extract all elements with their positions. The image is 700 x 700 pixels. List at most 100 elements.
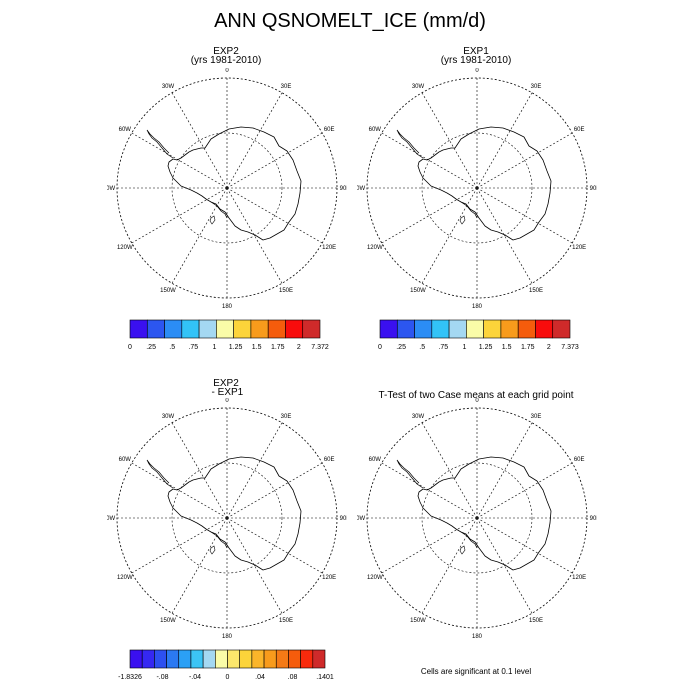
colorbar-box (198, 319, 217, 339)
colorbar-label: 0 (378, 344, 382, 351)
longitude-label: 120W (367, 575, 383, 581)
colorbar-label: 1.25 (479, 344, 493, 351)
longitude-label: 60W (119, 127, 132, 133)
colorbar-box (379, 319, 398, 339)
antarctica-coastline (167, 456, 302, 571)
panel-2-title-line1: EXP1 (463, 46, 489, 57)
colorbar-label: 1.75 (521, 344, 535, 351)
colorbar-box (396, 319, 415, 339)
significance-note: Cells are significant at 0.1 level (420, 667, 532, 676)
colorbar-box (129, 319, 148, 339)
colorbar-box (431, 319, 450, 339)
colorbar-box (166, 649, 180, 669)
longitude-label: 90E (590, 186, 597, 192)
longitude-label: 120W (117, 245, 133, 251)
longitude-label: 60W (369, 457, 382, 463)
longitude-label: 60E (574, 127, 585, 133)
panel-2-title-line2: (yrs 1981-2010) (440, 55, 512, 66)
longitude-label: 30W (412, 84, 425, 90)
colorbar-box (552, 319, 571, 339)
colorbar-box (146, 319, 165, 339)
ross-ice-shelf-edge (460, 201, 478, 219)
colorbar-box (154, 649, 167, 669)
longitude-label: 90E (340, 516, 347, 522)
colorbar-label: .75 (188, 344, 198, 351)
colorbar-box (500, 319, 519, 339)
longitude-label: 180 (222, 634, 233, 638)
meridian-line (226, 92, 283, 189)
colorbar-label: .25 (396, 344, 406, 351)
longitude-label: 90E (340, 186, 347, 192)
antarctic-peninsula-coast (396, 459, 424, 489)
longitude-label: 0 (225, 398, 229, 404)
longitude-label: 30W (412, 414, 425, 420)
colorbar-box (239, 649, 253, 669)
meridian-line (381, 187, 478, 244)
antarctica-coastline (167, 126, 302, 241)
longitude-label: 150E (529, 288, 543, 294)
colorbar-box (466, 319, 484, 339)
longitude-label: 90E (590, 516, 597, 522)
island-outline (209, 545, 216, 555)
meridian-line (226, 422, 283, 519)
meridian-line (131, 187, 228, 244)
colorbar-box (202, 649, 216, 669)
meridian-line (421, 517, 478, 614)
colorbar-box (302, 319, 321, 339)
colorbar-box (233, 319, 252, 339)
colorbar-difference: -1.8326 -.08 -.04 0 .04 .08 .1401 (118, 649, 334, 681)
longitude-label: 30E (531, 414, 542, 420)
longitude-label: 150E (279, 288, 293, 294)
polar-map-exp1: 0 30E 60E 90E 120E 150E 180 150W 120W 90W 60W 30W (357, 68, 597, 308)
colorbar-label: 1.5 (252, 344, 262, 351)
colorbar-label: -1.8326 (118, 674, 142, 681)
colorbar-label: .5 (169, 344, 175, 351)
colorbar-box (517, 319, 536, 339)
colorbar-label: 2 (297, 344, 301, 351)
longitude-label: 120E (572, 245, 586, 251)
colorbar-exp2: 0 .25 .5 .75 1 1.25 1.5 1.75 2 7.372 (128, 319, 329, 351)
longitude-label: 30E (281, 84, 292, 90)
panel-4-title-line1: T-Test of two Case means at each grid po… (378, 390, 574, 401)
longitude-label: 30W (162, 84, 175, 90)
figure-title: ANN QSNOMELT_ICE (mm/d) (214, 10, 486, 32)
ross-ice-shelf-edge (210, 531, 228, 549)
longitude-label: 180 (222, 304, 233, 308)
meridian-line (171, 517, 228, 614)
longitude-label: 60W (369, 127, 382, 133)
longitude-label: 150W (410, 618, 426, 624)
map-boundary (116, 77, 338, 299)
colorbar-box (216, 319, 234, 339)
longitude-label: 150W (410, 288, 426, 294)
meridian-line (131, 517, 228, 574)
longitude-label: 60E (324, 457, 335, 463)
colorbar-box (267, 319, 286, 339)
longitude-label: 120E (322, 245, 336, 251)
panel-3-title-line2: - EXP1 (208, 387, 244, 398)
colorbar-box (251, 649, 265, 669)
longitude-label: 150E (529, 618, 543, 624)
colorbar-box (215, 649, 228, 669)
colorbar-label: .1401 (316, 674, 334, 681)
colorbar-box (483, 319, 502, 339)
meridian-line (476, 422, 533, 519)
meridian-line (381, 517, 478, 574)
colorbar-box (288, 649, 301, 669)
colorbar-box (250, 319, 269, 339)
colorbar-box (285, 319, 304, 339)
colorbar-label: 1 (462, 344, 466, 351)
colorbar-label: 7.372 (311, 344, 329, 351)
map-boundary (366, 407, 588, 629)
panel-1-title-line2: (yrs 1981-2010) (190, 55, 262, 66)
antarctic-peninsula-coast (396, 129, 424, 159)
longitude-label: 60E (574, 457, 585, 463)
polar-map-difference: 0 30E 60E 90E 120E 150E 180 150W 120W 90W 60W 30W (107, 398, 347, 638)
colorbar-box (535, 319, 554, 339)
colorbar-label: 1.75 (271, 344, 285, 351)
longitude-label: 90W (107, 516, 116, 522)
ross-ice-shelf-edge (210, 201, 228, 219)
colorbar-label: 0 (226, 674, 230, 681)
longitude-label: 180 (472, 634, 483, 638)
polar-map-ttest: 0 30E 60E 90E 120E 150E 180 150W 120W 90W 60W 30W (357, 398, 597, 638)
meridian-line (421, 187, 478, 284)
